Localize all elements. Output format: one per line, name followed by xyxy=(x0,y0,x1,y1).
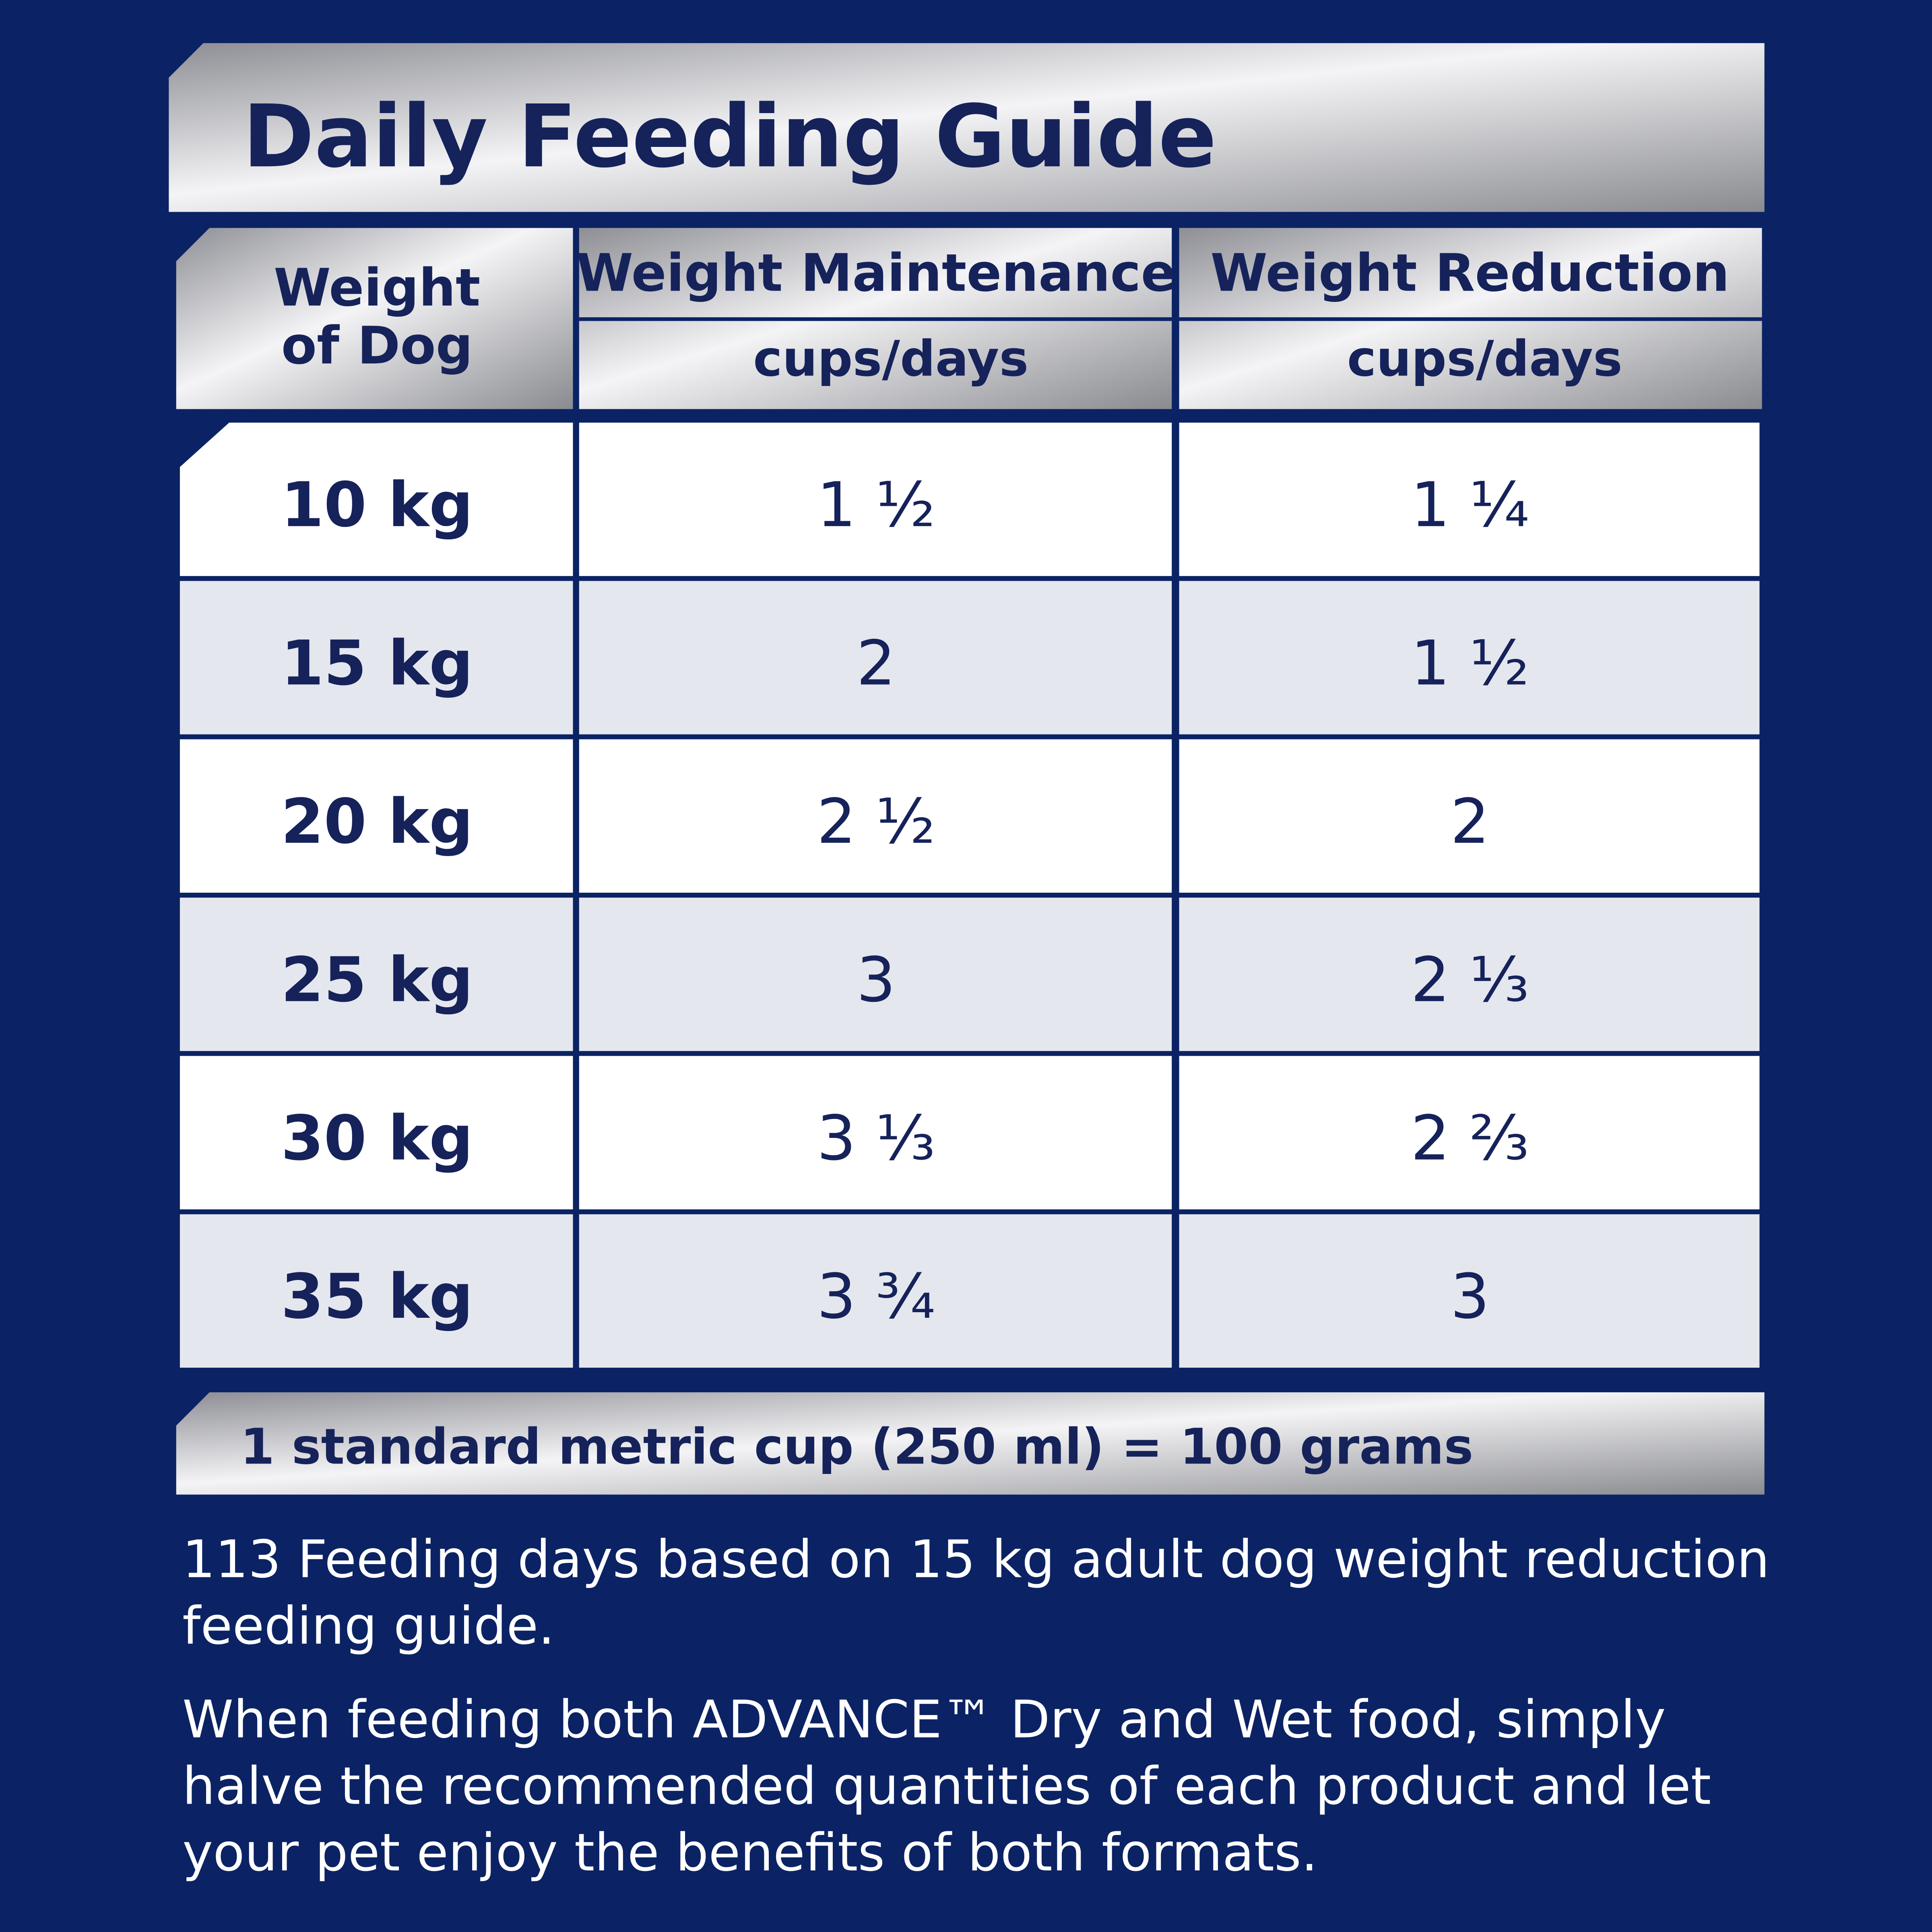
header-label: of Dog xyxy=(281,316,473,376)
row-label: 25 kg xyxy=(281,944,473,1016)
table-cell xyxy=(1179,739,1760,893)
cell-value: 3 xyxy=(1450,1261,1489,1333)
cell-value: 2 xyxy=(857,628,896,700)
paragraph-line: 113 Feeding days based on 15 kg adult do… xyxy=(182,1530,1769,1589)
row-label: 15 kg xyxy=(281,628,473,700)
footnote: 1 standard metric cup (250 ml) = 100 gra… xyxy=(240,1418,1473,1476)
cell-value: 1 ½ xyxy=(1411,628,1529,700)
table-cell xyxy=(579,423,1172,576)
header-columns: Weight Maintenance cups/days Weight Reduct… xyxy=(576,243,1730,387)
table-cell xyxy=(1179,898,1760,1051)
table-cell xyxy=(579,1214,1172,1368)
paragraphs: 113 Feeding days based on 15 kg adult do… xyxy=(182,1530,1769,1883)
table-body: 10 kg 1 ½ 1 ¼ 15 kg 2 1 ½ 20 kg 2 ½ 2 25 kg 3 2 ⅓ 30… xyxy=(180,423,1760,1368)
cell-value: 1 ¼ xyxy=(1411,469,1529,541)
row-label: 20 kg xyxy=(281,786,473,858)
cell-value: 2 ⅓ xyxy=(1411,944,1529,1016)
column-name: Weight Reduction xyxy=(1210,243,1730,303)
title-banner xyxy=(169,43,1765,212)
cell-value: 3 ⅓ xyxy=(817,1103,935,1174)
cell-value: 2 ½ xyxy=(817,786,935,858)
header-cell xyxy=(176,228,573,409)
table-cell xyxy=(180,1214,573,1368)
column-unit: cups/days xyxy=(753,330,1028,388)
table-cell xyxy=(180,581,573,735)
table-cell xyxy=(1179,1214,1760,1368)
cell-value: 2 xyxy=(1450,786,1489,858)
footnote-bar xyxy=(176,1392,1765,1495)
column-unit: cups/days xyxy=(1347,330,1622,388)
table-cell xyxy=(180,898,573,1051)
table-cell xyxy=(180,1056,573,1210)
paragraph-line: halve the recommended quantities of each… xyxy=(182,1757,1711,1816)
table-cell xyxy=(180,423,573,576)
row-label: 30 kg xyxy=(281,1103,473,1174)
table-cell xyxy=(180,739,573,893)
row-label: 10 kg xyxy=(281,469,473,541)
cell-value: 1 ½ xyxy=(817,469,935,541)
table-cell xyxy=(579,898,1172,1051)
header-label: Weight xyxy=(274,258,481,318)
table-cell xyxy=(1179,1056,1760,1210)
row-label: 35 kg xyxy=(281,1261,473,1333)
table-cell xyxy=(1179,423,1760,576)
cell-value: 2 ⅔ xyxy=(1411,1103,1529,1174)
paragraph-line: your pet enjoy the benefits of both form… xyxy=(182,1823,1318,1883)
table-cell xyxy=(579,581,1172,735)
column-name: Weight Maintenance xyxy=(576,243,1176,303)
cell-value: 3 xyxy=(857,944,896,1016)
paragraph-line: When feeding both ADVANCE™ Dry and Wet f… xyxy=(182,1690,1666,1750)
paragraph-line: feeding guide. xyxy=(182,1596,555,1656)
table-cell xyxy=(579,739,1172,893)
cell-value: 3 ¾ xyxy=(817,1261,935,1333)
title: Daily Feeding Guide xyxy=(243,86,1217,187)
table-cell xyxy=(1179,581,1760,735)
table-cell xyxy=(579,1056,1172,1210)
